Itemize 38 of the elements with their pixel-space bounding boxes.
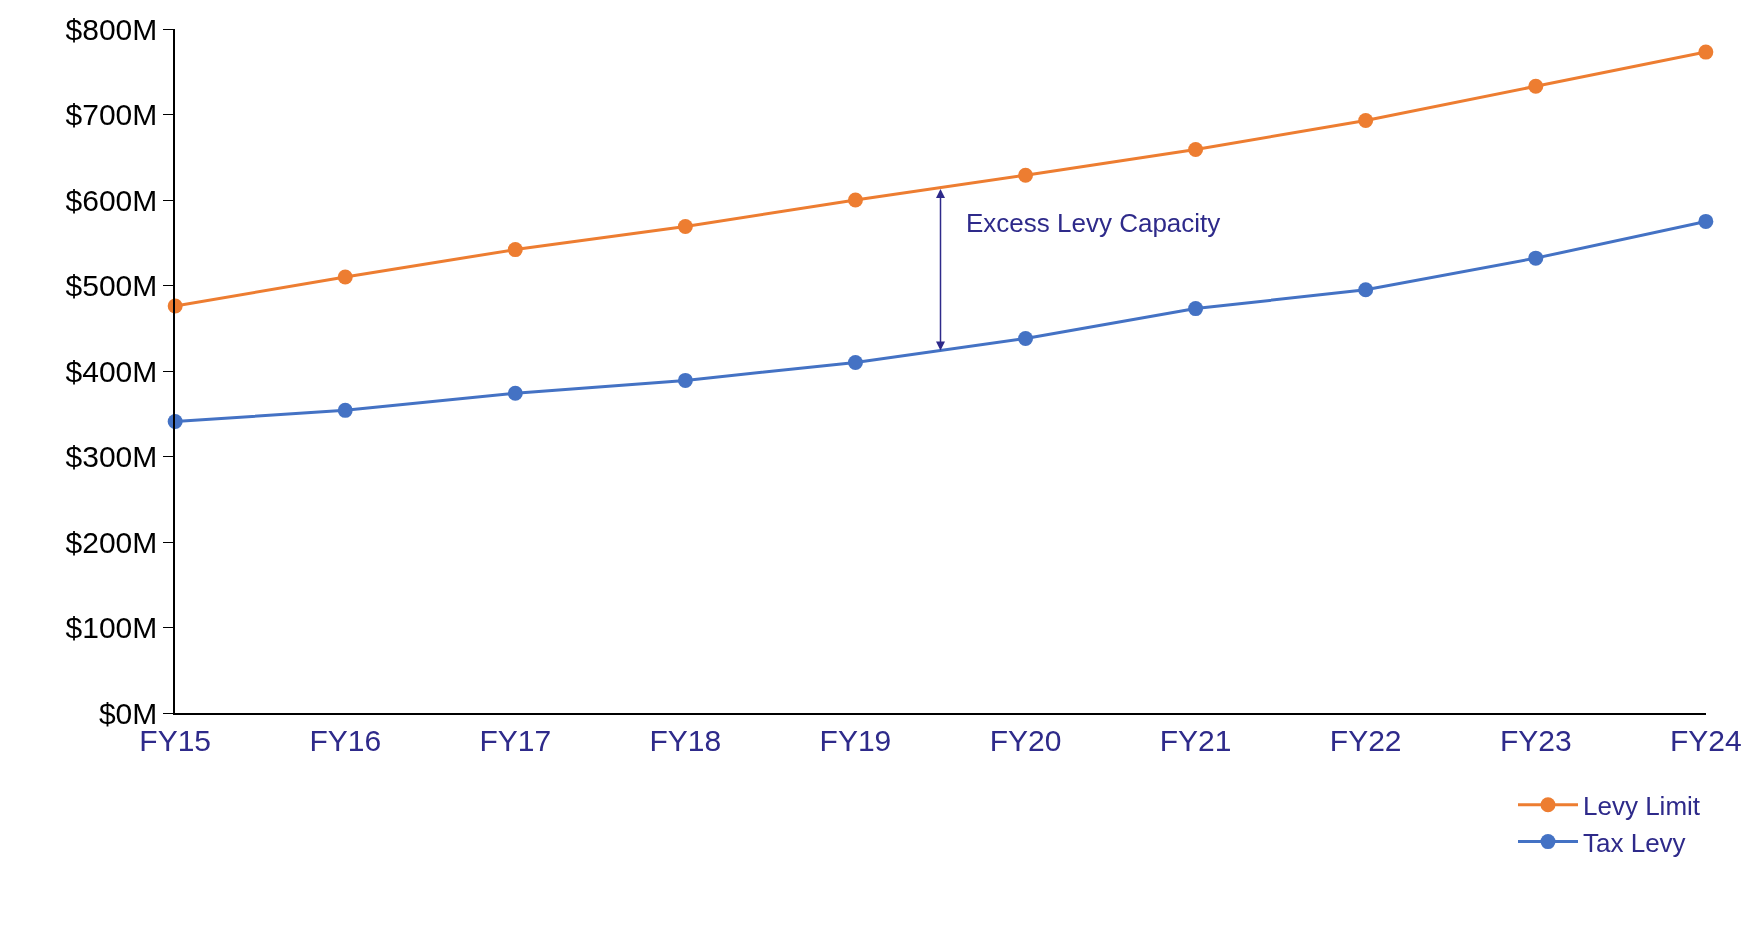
point [1018, 331, 1034, 346]
y-tick-label: $100M [65, 611, 158, 644]
point [847, 354, 863, 370]
y-tick-label: $700M [65, 98, 158, 131]
x-tick-label: FY16 [309, 723, 382, 757]
point [507, 385, 523, 401]
point [1698, 44, 1714, 60]
point [1528, 250, 1544, 266]
point [1528, 78, 1544, 94]
point [1188, 301, 1204, 317]
point [337, 269, 353, 285]
x-tick-label: FY17 [479, 723, 552, 757]
annotation: Excess Levy Capacity [966, 208, 1221, 238]
x-tick-label: FY18 [649, 723, 722, 757]
point [1698, 213, 1714, 229]
point [1358, 282, 1374, 298]
x-tick-label: FY20 [989, 723, 1062, 757]
x-tick-label: FY21 [1159, 723, 1232, 757]
point [677, 372, 693, 388]
point [677, 219, 693, 234]
legend-label: Levy Limit [1583, 790, 1701, 821]
point [337, 402, 353, 418]
x-tick-label: FY24 [1669, 723, 1742, 757]
y-tick-label: $600M [65, 183, 158, 217]
y-tick-label: $800M [65, 12, 158, 46]
x-tick-label: FY19 [819, 723, 892, 757]
y-tick-label: $300M [65, 440, 158, 473]
y-tick-label: $200M [65, 525, 158, 559]
legend-label: Tax Levy [1583, 827, 1686, 858]
x-tick-label: FY23 [1499, 723, 1572, 757]
point [507, 242, 523, 258]
y-tick-label: $500M [65, 269, 158, 302]
point [1018, 167, 1034, 183]
point [847, 192, 863, 208]
x-tick-label: FY22 [1329, 723, 1402, 757]
point [1358, 112, 1374, 128]
y-tick-label: $400M [65, 354, 158, 388]
point [1188, 142, 1204, 158]
